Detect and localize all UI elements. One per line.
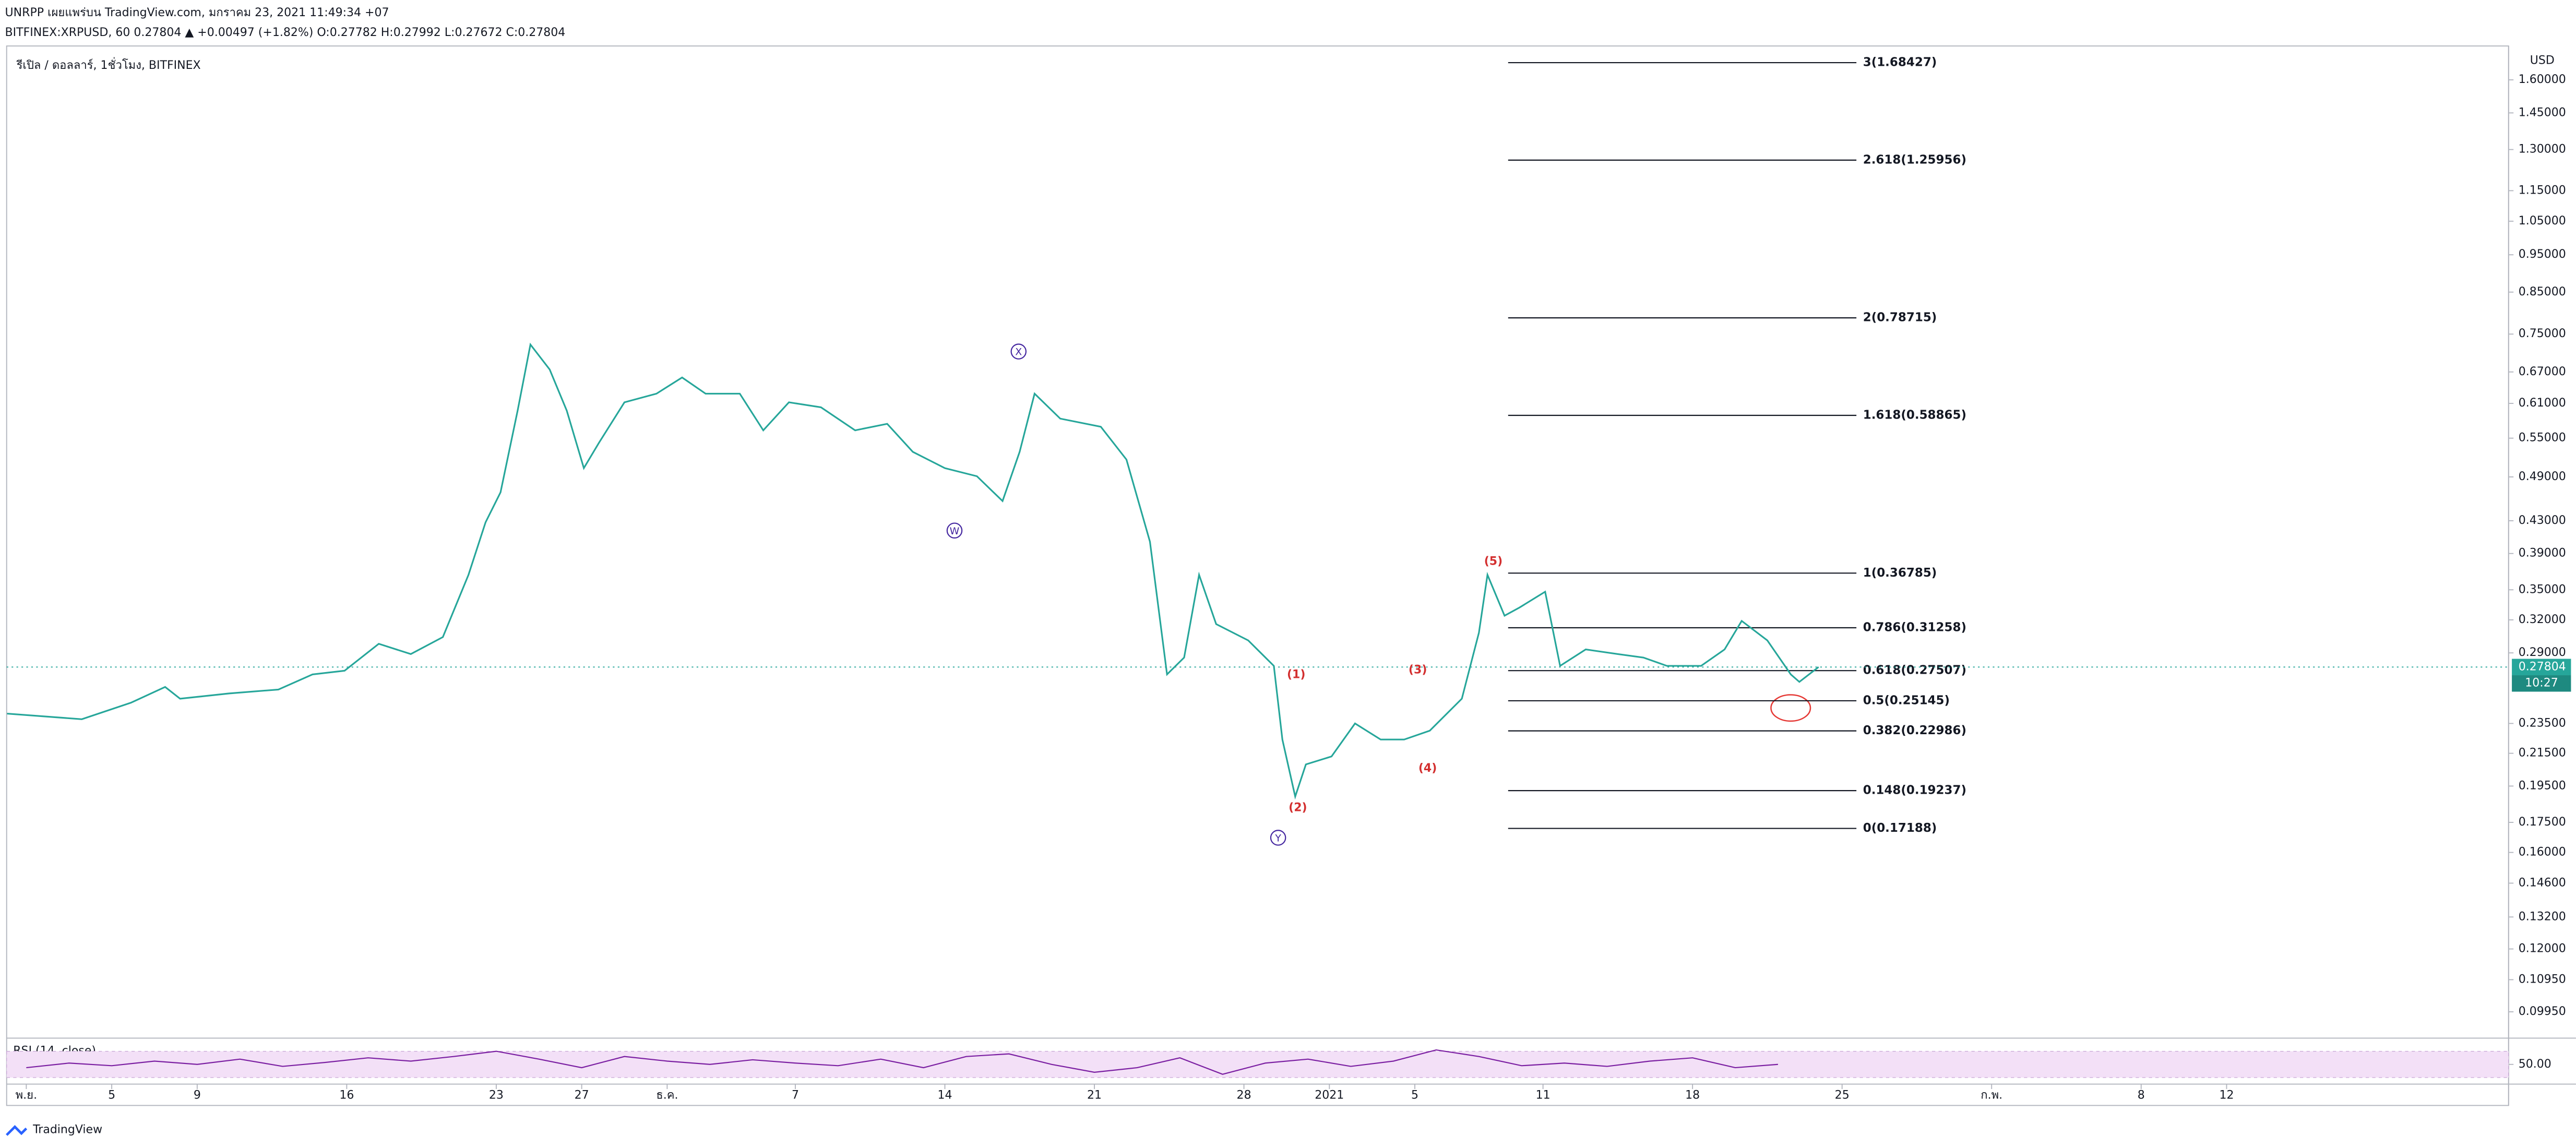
x-tick-label: 21 bbox=[1087, 1089, 1102, 1102]
x-tick-label: 27 bbox=[575, 1089, 589, 1102]
x-tick-label: 28 bbox=[1237, 1089, 1251, 1102]
y-tick-label: 0.75000 bbox=[2519, 327, 2566, 340]
y-tick-label: 0.13200 bbox=[2519, 910, 2566, 923]
cycle-label: Y bbox=[1274, 832, 1281, 844]
y-tick-label: 0.35000 bbox=[2519, 583, 2566, 596]
countdown: 10:27 bbox=[2525, 677, 2558, 690]
x-tick-label: พ.ย. bbox=[16, 1089, 37, 1102]
x-tick-label: ก.พ. bbox=[1981, 1089, 2002, 1102]
y-tick-label: 0.55000 bbox=[2519, 432, 2566, 445]
header-line2: BITFINEX:XRPUSD, 60 0.27804 ▲ +0.00497 (… bbox=[5, 26, 566, 39]
fib-label: 2.618(1.25956) bbox=[1863, 153, 1966, 166]
last-price-box bbox=[2512, 659, 2571, 676]
highlight-ellipse bbox=[1770, 694, 1811, 722]
y-tick-label: 1.05000 bbox=[2519, 214, 2566, 228]
y-tick-label: 1.15000 bbox=[2519, 184, 2566, 197]
brand: TradingView bbox=[6, 1123, 102, 1137]
fib-label: 2(0.78715) bbox=[1863, 311, 1937, 325]
y-tick-label: 0.29000 bbox=[2519, 646, 2566, 659]
y-tick-label: 0.17500 bbox=[2519, 816, 2566, 829]
y-tick-label: 0.49000 bbox=[2519, 470, 2566, 483]
fib-label: 1(0.36785) bbox=[1863, 566, 1937, 580]
fib-label: 1.618(0.58865) bbox=[1863, 409, 1966, 422]
x-tick-label: 8 bbox=[2138, 1089, 2145, 1102]
rsi-band bbox=[6, 1050, 2509, 1078]
x-tick-label: 14 bbox=[937, 1089, 952, 1102]
price-line bbox=[7, 342, 1819, 800]
brand-name: TradingView bbox=[32, 1123, 102, 1137]
wave-label: (5) bbox=[1484, 555, 1502, 568]
wave-label: (3) bbox=[1409, 663, 1427, 676]
y-tick-label: 0.32000 bbox=[2519, 613, 2566, 626]
x-tick-label: 23 bbox=[489, 1089, 504, 1102]
y-tick-label: 0.10950 bbox=[2519, 973, 2566, 986]
x-tick-label: 25 bbox=[1835, 1089, 1850, 1102]
y-tick-label: 0.61000 bbox=[2519, 397, 2566, 410]
x-tick-label: 5 bbox=[1411, 1089, 1418, 1102]
cycle-circle bbox=[1270, 830, 1286, 846]
y-tick-label: 0.09950 bbox=[2519, 1005, 2566, 1018]
x-tick-label: 12 bbox=[2219, 1089, 2234, 1102]
cycle-label: W bbox=[950, 525, 960, 537]
wave-label: (4) bbox=[1418, 762, 1437, 775]
x-tick-label: 16 bbox=[339, 1089, 354, 1102]
y-tick-label: 0.19500 bbox=[2519, 779, 2566, 792]
y-tick-label: 0.14600 bbox=[2519, 876, 2566, 889]
wave-label: (2) bbox=[1289, 802, 1307, 815]
x-tick-label: 11 bbox=[1536, 1089, 1551, 1102]
fib-label: 0.618(0.27507) bbox=[1863, 664, 1966, 677]
x-tick-label: 9 bbox=[194, 1089, 201, 1102]
x-tick-label: 5 bbox=[108, 1089, 115, 1102]
y-tick-label: 0.12000 bbox=[2519, 942, 2566, 955]
wave-label: (1) bbox=[1287, 668, 1305, 681]
x-tick-label: 2021 bbox=[1315, 1089, 1344, 1102]
header-line1: UNRPP เผยแพร่บน TradingView.com, มกราคม … bbox=[5, 6, 389, 19]
cycle-circle bbox=[1010, 343, 1027, 360]
x-tick-label: 18 bbox=[1685, 1089, 1700, 1102]
brand-logo bbox=[6, 1125, 28, 1136]
x-tick-label: 7 bbox=[792, 1089, 799, 1102]
last-price-label: 0.27804 bbox=[2519, 660, 2566, 673]
fib-label: 0.786(0.31258) bbox=[1863, 620, 1966, 634]
y-tick-label: 0.67000 bbox=[2519, 365, 2566, 378]
x-tick-label: ธ.ค. bbox=[656, 1089, 678, 1102]
y-tick-label: 0.39000 bbox=[2519, 547, 2566, 560]
fib-label: 0.148(0.19237) bbox=[1863, 784, 1966, 797]
countdown-box bbox=[2512, 675, 2571, 692]
rsi-line bbox=[26, 1049, 1778, 1075]
fib-label: 0.5(0.25145) bbox=[1863, 693, 1950, 707]
y-tick-label: 0.21500 bbox=[2519, 747, 2566, 760]
y-tick-label: 0.43000 bbox=[2519, 514, 2566, 527]
fib-label: 0(0.17188) bbox=[1863, 821, 1937, 835]
cycle-circle bbox=[946, 522, 963, 539]
y-tick-label: 1.30000 bbox=[2519, 143, 2566, 156]
y-tick-label: 1.45000 bbox=[2519, 106, 2566, 119]
rsi-tick-label: 50.00 bbox=[2519, 1058, 2551, 1071]
y-tick-label: 1.60000 bbox=[2519, 73, 2566, 86]
y-tick-label: 0.16000 bbox=[2519, 846, 2566, 859]
y-unit: USD bbox=[2530, 54, 2555, 67]
fib-label: 0.382(0.22986) bbox=[1863, 724, 1966, 737]
y-tick-label: 0.95000 bbox=[2519, 248, 2566, 261]
cycle-label: X bbox=[1015, 346, 1022, 358]
y-tick-label: 0.23500 bbox=[2519, 716, 2566, 730]
y-tick-label: 0.85000 bbox=[2519, 285, 2566, 298]
fib-label: 3(1.68427) bbox=[1863, 56, 1937, 69]
chart-title: รีเปิล / ดอลลาร์, 1ชั่วโมง, BITFINEX bbox=[16, 57, 200, 72]
